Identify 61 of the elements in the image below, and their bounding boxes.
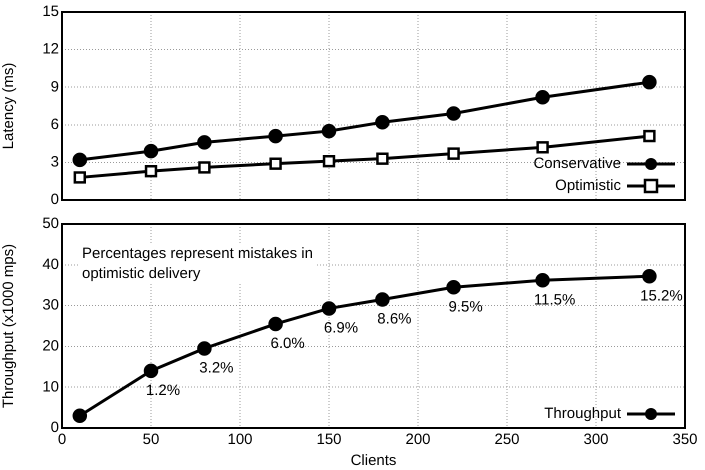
point (375, 115, 390, 130)
point (144, 144, 158, 158)
point (536, 141, 549, 154)
point (197, 135, 212, 150)
x-axis-title: Clients (350, 452, 396, 470)
point (446, 106, 461, 121)
point (535, 90, 550, 104)
point (376, 152, 389, 165)
point (643, 130, 656, 142)
annotation: 3.2% (199, 360, 234, 377)
annotation: 6.0% (270, 335, 305, 352)
annotation: 15.2% (640, 287, 683, 304)
annotation: 8.6% (377, 310, 412, 328)
point (268, 316, 283, 332)
point (72, 408, 88, 424)
x-tick-label: 250 (494, 431, 520, 448)
point (375, 292, 390, 307)
point (642, 268, 657, 284)
point (72, 152, 88, 168)
x-tick-label: 150 (316, 431, 342, 448)
x-tick-label: 200 (405, 431, 431, 448)
point (74, 171, 86, 184)
y-tick-label: 0 (50, 191, 59, 208)
point (322, 154, 336, 168)
point (322, 124, 336, 138)
x-tick-label: 300 (583, 431, 609, 448)
y-tick-label: 15 (42, 3, 59, 20)
x-tick-label: 50 (142, 431, 160, 448)
point (269, 157, 282, 170)
annotation: 9.5% (448, 298, 483, 316)
y-tick-label: 10 (42, 378, 59, 396)
annotation: 1.2% (146, 382, 180, 400)
y-tick-label: 9 (50, 78, 59, 96)
point (446, 280, 461, 294)
point (642, 74, 657, 90)
y-axis-title: Latency (ms) (0, 62, 18, 150)
y-tick-label: 3 (50, 154, 59, 171)
annotation: Percentages represent mistakes in optimistic delivery (82, 245, 313, 282)
legend-label: Throughput (544, 405, 622, 422)
point (144, 364, 158, 378)
y-tick-label: 30 (42, 296, 59, 314)
x-tick-label: 350 (672, 431, 698, 448)
point (447, 147, 460, 160)
point (197, 341, 212, 356)
y-axis-title: Throughput (x1000 mps) (0, 244, 18, 408)
legend-label: Conservative (533, 155, 621, 172)
y-tick-label: 20 (42, 338, 59, 355)
point (198, 161, 211, 174)
point (535, 273, 550, 288)
annotation: 6.9% (324, 320, 358, 337)
y-tick-label: 50 (42, 215, 59, 232)
y-tick-label: 6 (50, 116, 59, 133)
annotation: 11.5% (534, 291, 576, 308)
y-tick-label: 0 (50, 419, 59, 436)
y-tick-label: 12 (42, 40, 59, 58)
point (322, 301, 336, 316)
legend-label: Optimistic (555, 177, 622, 194)
point (268, 128, 283, 144)
y-tick-label: 40 (42, 256, 59, 273)
point (144, 164, 158, 178)
x-tick-label: 100 (227, 431, 253, 448)
